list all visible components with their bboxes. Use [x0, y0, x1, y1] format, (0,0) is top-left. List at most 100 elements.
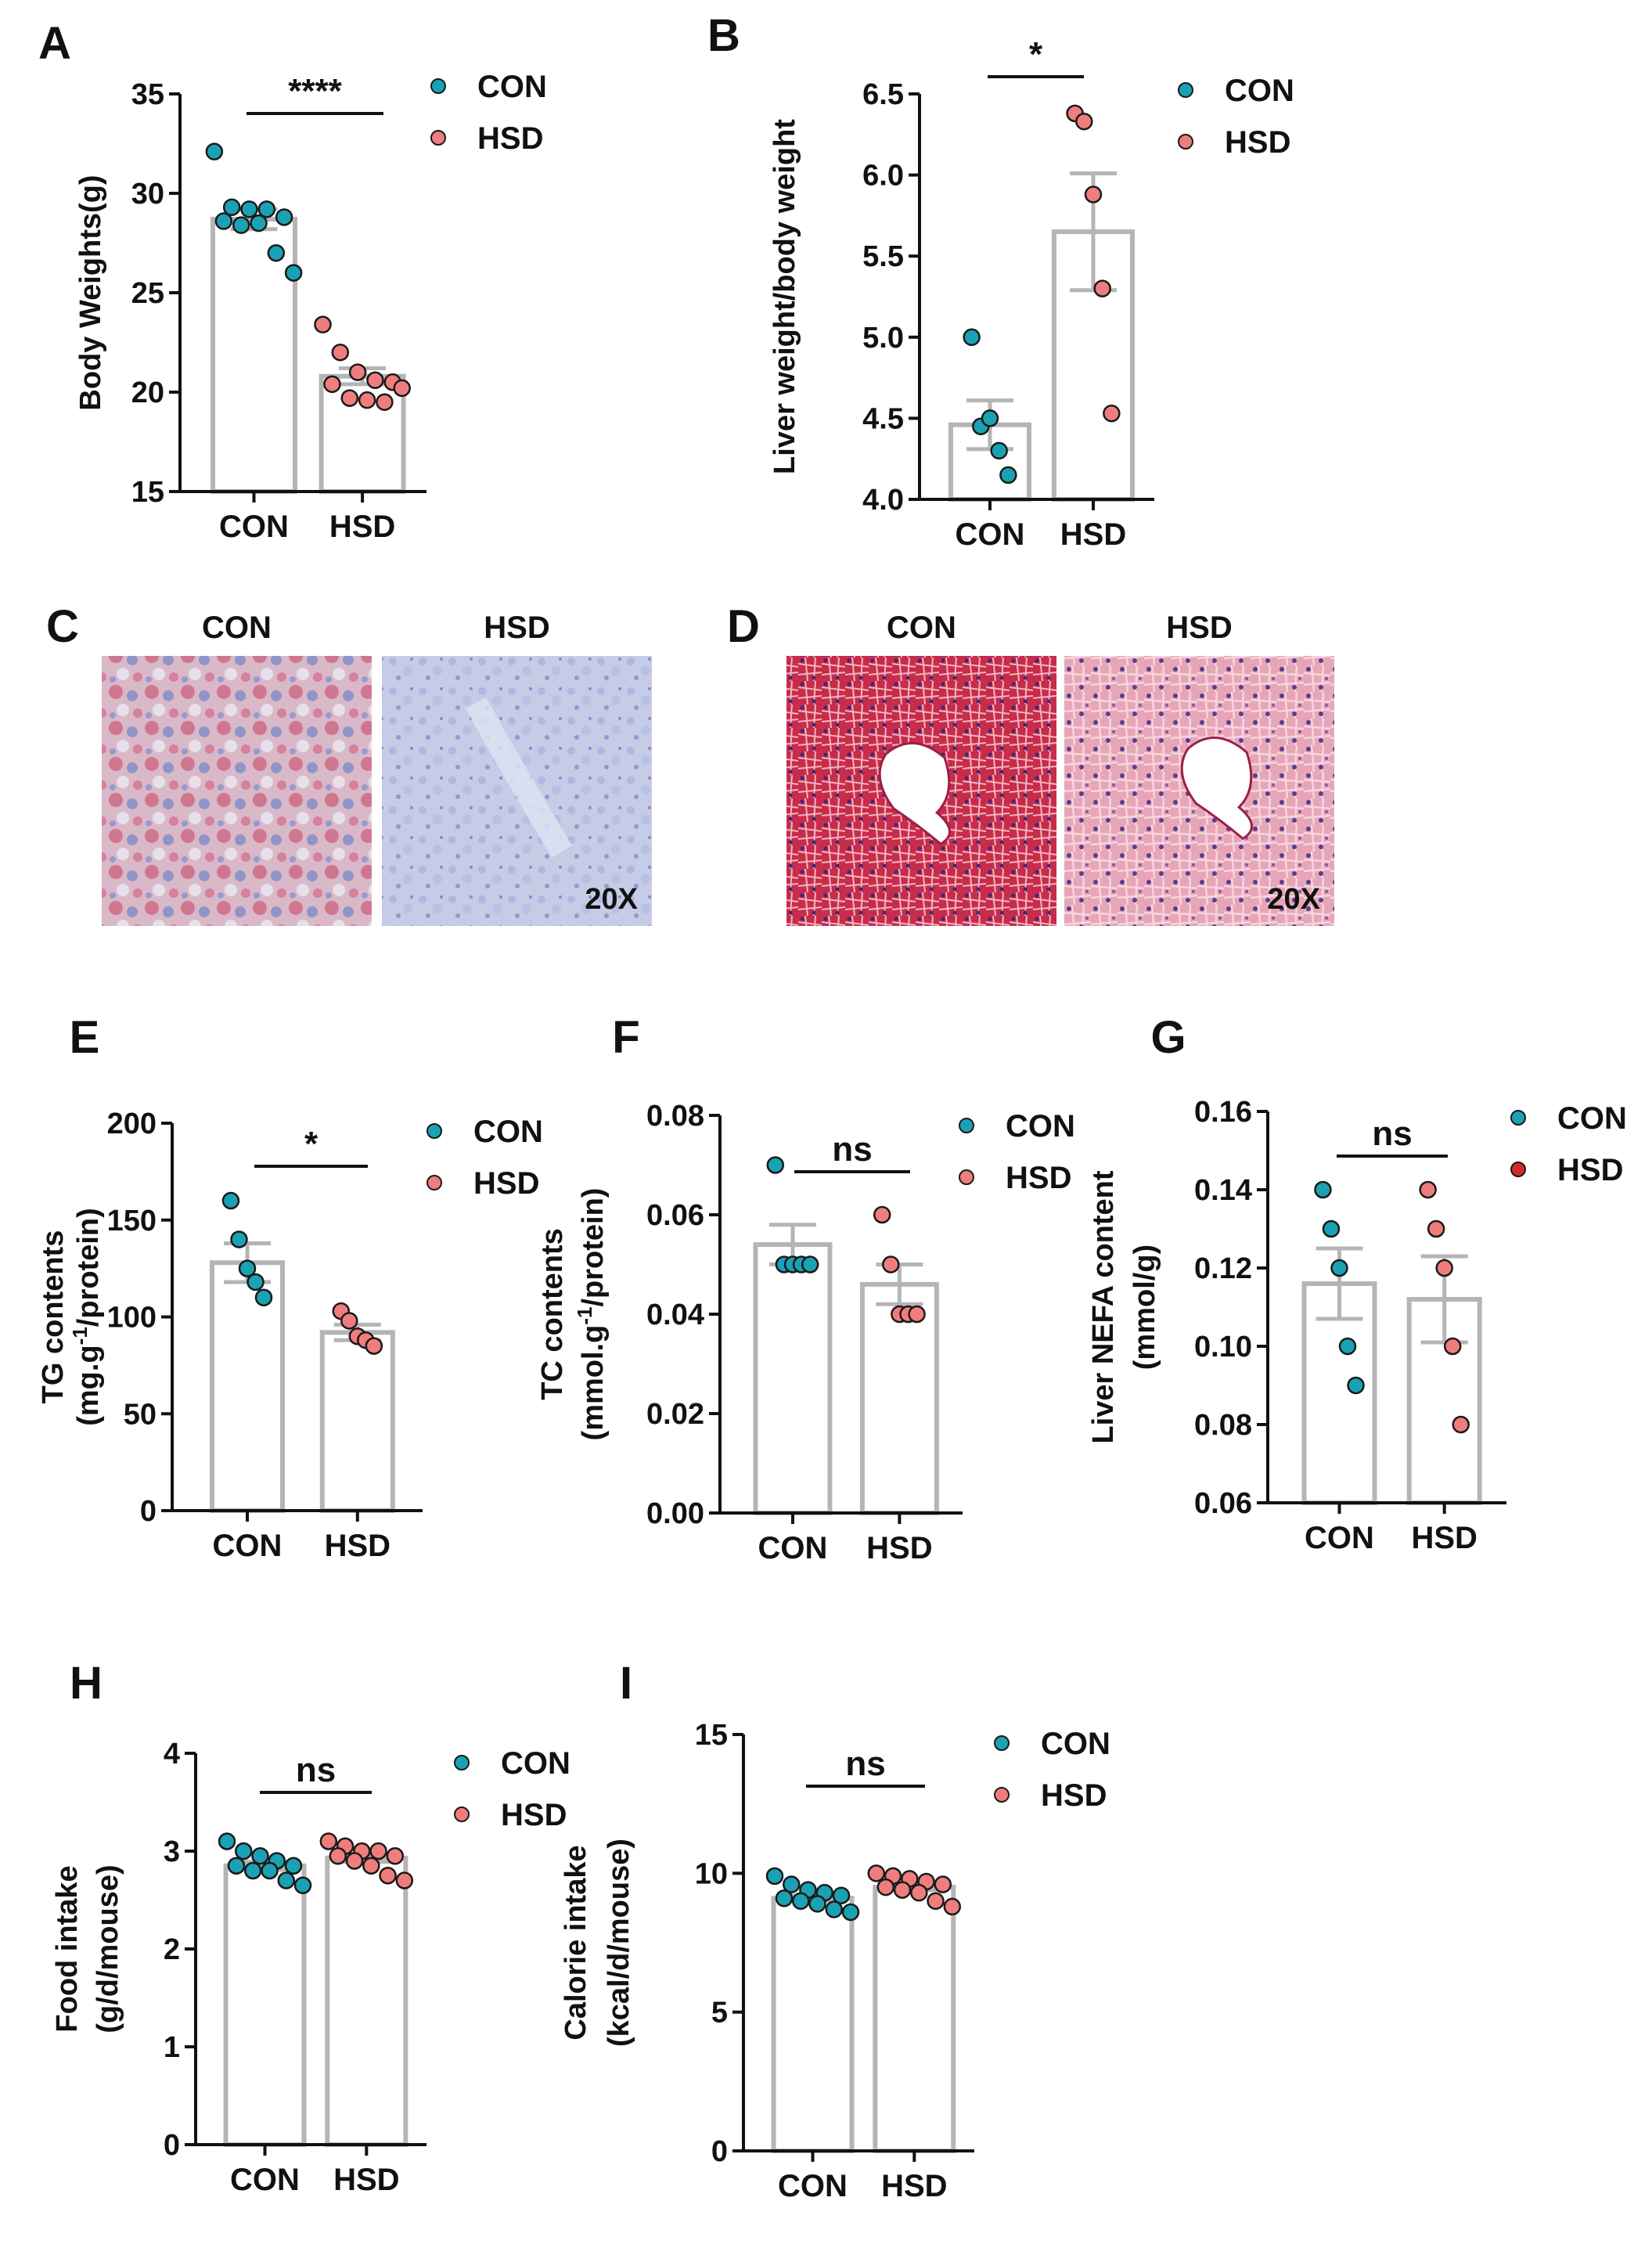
data-point-con: [244, 1861, 262, 1880]
data-point-hsd: [1435, 1259, 1453, 1277]
data-point-hsd: [345, 1852, 364, 1870]
legend-label-hsd: HSD: [501, 1798, 567, 1832]
data-point-con: [1314, 1180, 1332, 1199]
y-tick-label: 0: [711, 2135, 728, 2168]
data-point-con: [832, 1886, 851, 1904]
legend-marker-con: [959, 1118, 974, 1133]
data-point-con: [218, 1832, 236, 1850]
y-axis-unit: (g/d/mouse): [92, 1864, 124, 2033]
chart-panel-e: E 0 50 100 150 200 CON HSD TG contents (mg.g-1/pr…: [37, 1012, 543, 1563]
y-tick-label: 2: [164, 1933, 180, 1966]
magnification-label: 20X: [585, 883, 638, 916]
y-tick-label: 25: [131, 277, 164, 310]
data-point-hsd: [329, 1847, 347, 1865]
data-point-hsd: [365, 1337, 383, 1355]
bar-con: [211, 217, 297, 494]
chart-panel-h: H 0 1 2 3 4 CON HSD Food intake (g/d/mouse) ns CON H…: [51, 1658, 570, 2197]
panel-letter: H: [70, 1658, 103, 1709]
y-tick-label: 0.04: [646, 1299, 704, 1331]
y-tick-label: 0.16: [1194, 1096, 1252, 1129]
legend-marker-hsd: [1510, 1162, 1526, 1177]
legend-marker-con: [1510, 1110, 1526, 1126]
category-label-hsd: HSD: [1060, 517, 1126, 552]
chart-panel-a: A 15 20 25 30 35 CON HSD Body Weights(g) **** CON H…: [38, 18, 547, 544]
data-point-con: [765, 1867, 784, 1886]
significance-label: ns: [832, 1130, 872, 1169]
data-point-con: [792, 1892, 810, 1911]
panel-letter: A: [38, 18, 71, 69]
panel-letter: F: [612, 1012, 639, 1063]
y-tick-label: 5.5: [862, 240, 904, 273]
data-point-hsd: [366, 371, 384, 390]
legend-marker-con: [454, 1755, 470, 1770]
y-tick-label: 10: [695, 1857, 728, 1890]
legend-marker-hsd: [454, 1807, 470, 1822]
legend-label-hsd: HSD: [1225, 125, 1290, 160]
data-point-hsd: [319, 1832, 338, 1850]
data-point-con: [275, 208, 293, 226]
data-point-hsd: [873, 1205, 891, 1224]
vessel-region: [465, 697, 572, 858]
data-point-hsd: [893, 1881, 912, 1899]
data-point-con: [963, 328, 981, 347]
micrograph-panel-d: D CON HSD 20X: [727, 601, 1334, 926]
data-point-hsd: [1427, 1219, 1445, 1238]
legend-label-con: CON: [1557, 1101, 1627, 1136]
data-point-con: [235, 1842, 253, 1861]
significance-label: ****: [288, 72, 342, 110]
data-point-con: [221, 1191, 240, 1210]
y-tick-label: 15: [695, 1719, 728, 1752]
y-tick-label: 4: [164, 1738, 180, 1770]
data-point-hsd: [340, 1312, 358, 1330]
legend-label-con: CON: [477, 70, 547, 104]
data-point-con: [981, 409, 999, 427]
y-axis-label: TG contents: [37, 1230, 70, 1404]
legend-label-con: CON: [501, 1746, 570, 1781]
panel-letter: I: [620, 1658, 632, 1709]
panel-letter: E: [70, 1012, 100, 1063]
y-axis-unit: (mmol/g): [1128, 1245, 1161, 1370]
bar-con: [771, 1896, 855, 2154]
category-label-hsd: HSD: [1411, 1521, 1477, 1555]
data-point-hsd: [1443, 1337, 1462, 1356]
micrograph-con: [102, 656, 372, 926]
micrograph-title-con: CON: [887, 611, 956, 645]
legend-marker-con: [1178, 82, 1193, 98]
category-label-con: CON: [213, 1529, 283, 1563]
micrograph-title-con: CON: [202, 611, 272, 645]
y-tick-label: 3: [164, 1835, 180, 1868]
category-label-hsd: HSD: [329, 510, 395, 544]
data-point-con: [990, 441, 1008, 460]
data-point-con: [293, 1876, 312, 1894]
legend-marker-hsd: [430, 130, 446, 146]
data-point-hsd: [386, 1847, 405, 1865]
data-point-hsd: [331, 343, 350, 362]
y-tick-label: 150: [107, 1205, 157, 1237]
data-point-con: [801, 1255, 819, 1273]
data-point-con: [227, 1857, 246, 1875]
data-point-con: [284, 264, 303, 282]
data-point-con: [267, 243, 286, 262]
data-point-con: [825, 1900, 843, 1918]
y-tick-label: 6.0: [862, 160, 904, 193]
bar-hsd: [325, 1855, 409, 2147]
data-point-hsd: [1093, 279, 1111, 297]
legend-marker-con: [430, 78, 446, 94]
legend-label-con: CON: [473, 1115, 543, 1149]
category-label-con: CON: [219, 510, 289, 544]
y-tick-label: 0.06: [1194, 1487, 1252, 1520]
category-label-con: CON: [1305, 1521, 1374, 1555]
data-point-con: [775, 1889, 794, 1907]
data-point-con: [251, 1847, 269, 1865]
micrograph-title-hsd: HSD: [484, 611, 549, 645]
central-vein: [878, 742, 951, 846]
data-point-con: [766, 1156, 785, 1174]
data-point-hsd: [876, 1878, 895, 1897]
legend-label-con: CON: [1041, 1727, 1110, 1761]
data-point-con: [250, 214, 268, 232]
chart-panel-g: G 0.06 0.08 0.10 0.12 0.14 0.16 CON HSD Liver NEF…: [1087, 1012, 1627, 1555]
y-tick-label: 15: [131, 476, 164, 509]
data-point-hsd: [1075, 112, 1093, 131]
significance-label: ns: [296, 1751, 336, 1789]
chart-panel-f: F 0.00 0.02 0.04 0.06 0.08 CON HSD TC contents (m…: [536, 1012, 1075, 1565]
